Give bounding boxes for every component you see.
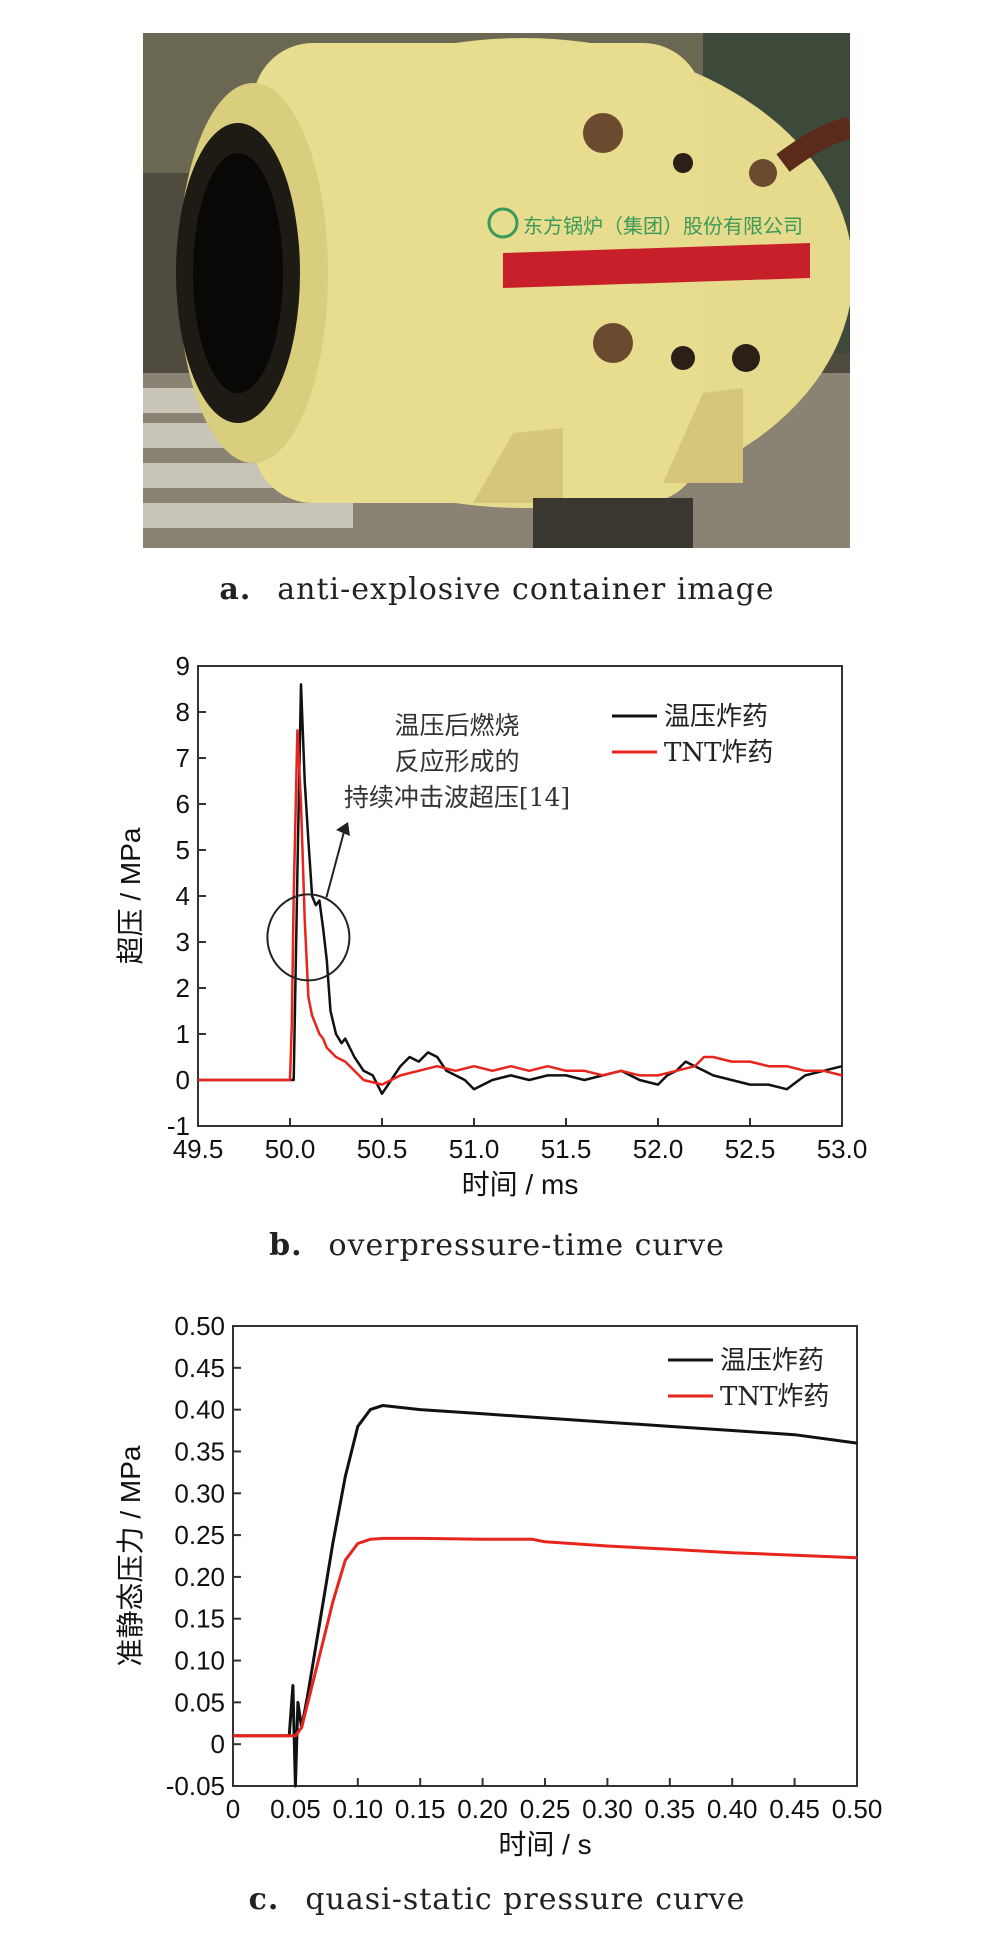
y-tick-label: 7 — [176, 743, 190, 773]
quasi-static-pressure-chart: 0 0.05 0.10 0.15 0.20 0.25 0.30 0.35 0.40 0.45 0.5… — [115, 1311, 883, 1860]
x-tick-label: 52.0 — [633, 1134, 684, 1164]
y-tick-label: 0.20 — [174, 1562, 225, 1592]
y-tick-label: -1 — [167, 1111, 190, 1141]
x-tick-label: 0.05 — [270, 1794, 321, 1824]
caption-c: c. quasi-static pressure curve — [0, 1882, 994, 1917]
x-tick-label: 0.30 — [582, 1794, 633, 1824]
caption-c-text: quasi-static pressure curve — [305, 1882, 746, 1917]
y-tick-label: 1 — [176, 1019, 190, 1049]
y-tick-label: 4 — [176, 881, 190, 911]
annotation-arrowhead — [336, 822, 350, 836]
legend-label: TNT炸药 — [664, 738, 773, 768]
caption-a: a. anti-explosive container image — [0, 572, 994, 607]
series-line-thermobaric — [233, 1404, 858, 1788]
y-tick-label: 3 — [176, 927, 190, 957]
y-tick-label: 0.50 — [174, 1311, 225, 1341]
y-axis-label: 超压 / MPa — [115, 827, 146, 964]
y-tick-label: 0 — [176, 1065, 190, 1095]
x-tick-label: 50.5 — [357, 1134, 408, 1164]
x-tick-label: 0 — [226, 1794, 240, 1824]
x-tick-label: 0.35 — [644, 1794, 695, 1824]
annotation-arrow — [325, 827, 346, 898]
series-line-tnt — [198, 729, 843, 1086]
legend-label: TNT炸药 — [720, 1382, 829, 1412]
annotation-text-line: 反应形成的 — [394, 747, 519, 776]
x-tick-label: 52.5 — [725, 1134, 776, 1164]
y-tick-label: 0.25 — [174, 1520, 225, 1550]
x-tick-label: 49.5 — [173, 1134, 224, 1164]
legend-label: 温压炸药 — [720, 1346, 824, 1376]
y-tick-label: 5 — [176, 835, 190, 865]
anti-explosive-tank-illustration: 东方锅炉（集团）股份有限公司 — [143, 33, 853, 548]
y-tick-label: 0.15 — [174, 1604, 225, 1634]
x-tick-label: 50.0 — [265, 1134, 316, 1164]
x-tick-label: 51.0 — [449, 1134, 500, 1164]
caption-b-letter: b. — [269, 1228, 303, 1263]
y-tick-label: 6 — [176, 789, 190, 819]
annotation-text-line: 持续冲击波超压[14] — [344, 783, 570, 812]
y-tick-label: 2 — [176, 973, 190, 1003]
x-tick-label: 0.45 — [769, 1794, 820, 1824]
x-tick-label: 53.0 — [817, 1134, 868, 1164]
x-tick-label: 0.15 — [395, 1794, 446, 1824]
tank-lettering: 东方锅炉（集团）股份有限公司 — [523, 214, 803, 238]
container-photo: 东方锅炉（集团）股份有限公司 — [143, 33, 853, 548]
x-axis-label: 时间 / s — [498, 1829, 591, 1860]
caption-b-text: overpressure-time curve — [328, 1228, 725, 1263]
y-tick-label: 0.45 — [174, 1353, 225, 1383]
caption-b: b. overpressure-time curve — [0, 1228, 994, 1263]
annotation-text-line: 温压后燃烧 — [394, 711, 519, 740]
x-tick-label: 0.25 — [520, 1794, 571, 1824]
y-tick-label: 0.05 — [174, 1687, 225, 1717]
x-tick-label: 0.50 — [832, 1794, 883, 1824]
caption-a-letter: a. — [219, 572, 252, 607]
series-line-thermobaric — [198, 683, 843, 1096]
y-axis-label: 准静态压力 / MPa — [115, 1445, 146, 1666]
overpressure-time-chart: 49.5 50.0 50.5 51.0 51.5 52.0 52.5 53.0 -1 0 1 2 3 4 5… — [115, 651, 868, 1200]
y-tick-label: 0 — [211, 1729, 225, 1759]
y-tick-label: 0.30 — [174, 1478, 225, 1508]
y-tick-label: 8 — [176, 697, 190, 727]
x-tick-label: 0.40 — [707, 1794, 758, 1824]
caption-a-text: anti-explosive container image — [277, 572, 775, 607]
annotation-circle — [266, 893, 351, 982]
y-tick-label: -0.05 — [166, 1771, 225, 1801]
y-tick-label: 0.40 — [174, 1395, 225, 1425]
y-tick-label: 9 — [176, 651, 190, 681]
x-axis-label: 时间 / ms — [462, 1169, 579, 1200]
y-tick-label: 0.35 — [174, 1436, 225, 1466]
x-tick-label: 0.10 — [332, 1794, 383, 1824]
y-tick-label: 0.10 — [174, 1646, 225, 1676]
x-tick-label: 0.20 — [457, 1794, 508, 1824]
x-tick-label: 51.5 — [541, 1134, 592, 1164]
caption-c-letter: c. — [248, 1882, 280, 1917]
series-line-tnt — [233, 1536, 858, 1738]
legend-label: 温压炸药 — [664, 702, 768, 732]
